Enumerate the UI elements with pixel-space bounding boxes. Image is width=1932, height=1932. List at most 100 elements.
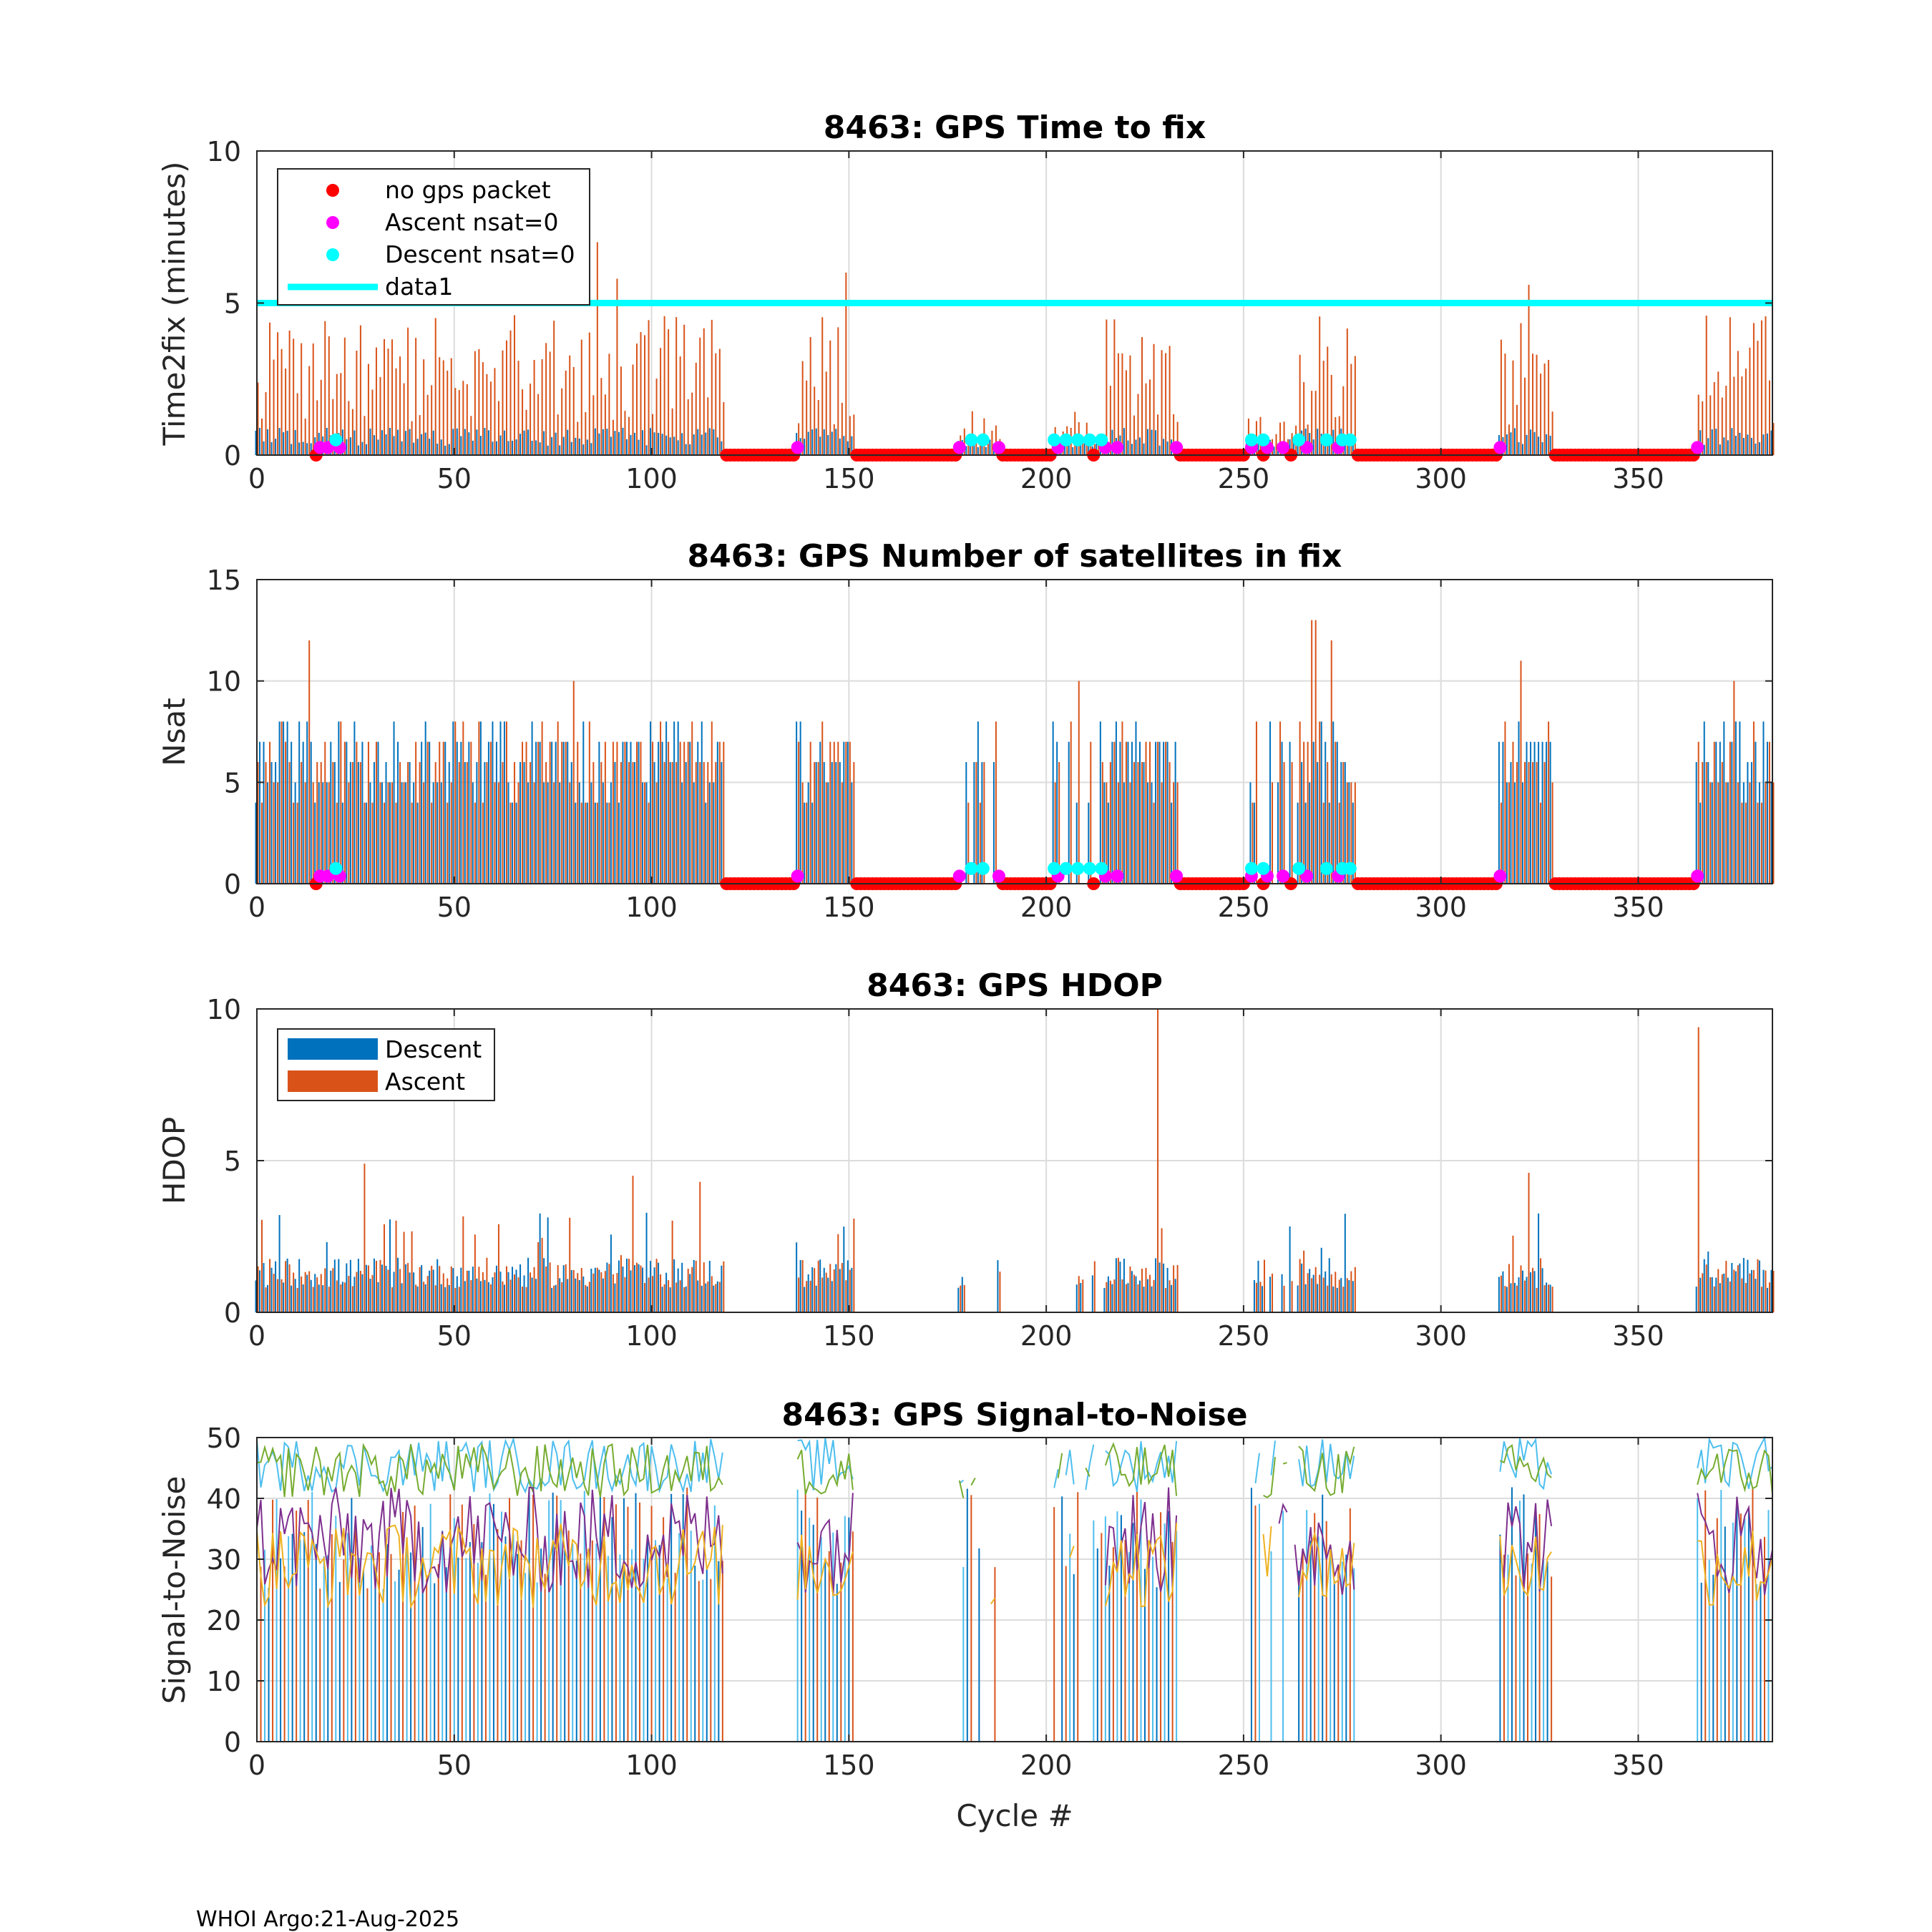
descent-bar — [507, 782, 509, 884]
ascent-bar — [293, 802, 295, 884]
descent-bar — [598, 1269, 600, 1312]
descent-bar — [1158, 1262, 1161, 1312]
ascent-bar — [450, 782, 452, 884]
snr-line-sat-1 — [1499, 1437, 1553, 1491]
snr-bar — [1519, 1501, 1521, 1742]
y-tick-label: 0 — [224, 1727, 241, 1758]
snr-bar — [1740, 1513, 1742, 1742]
descent-bar — [701, 721, 703, 884]
ascent-bar — [549, 741, 551, 884]
ascent-bar — [1335, 1272, 1337, 1312]
ascent-bar — [407, 762, 409, 884]
descent-bar — [397, 429, 399, 455]
descent-bar — [799, 1259, 801, 1312]
descent-bar — [424, 721, 426, 884]
descent-bar — [701, 434, 703, 455]
descent-bar — [839, 1269, 841, 1312]
snr-bar — [477, 1563, 479, 1742]
snr-bar — [410, 1552, 412, 1742]
ascent-bar — [588, 332, 590, 455]
descent-bar — [1123, 428, 1125, 455]
snr-bar — [595, 1543, 597, 1742]
ascent-bar — [833, 424, 835, 455]
snr-bar — [1322, 1494, 1324, 1742]
descent-bar — [1297, 445, 1299, 455]
snr-bar — [1148, 1549, 1150, 1742]
descent-bar — [492, 1277, 494, 1312]
descent-nsat0-marker — [1257, 433, 1270, 447]
descent-bar — [673, 721, 675, 884]
snr-line-sat-1 — [1270, 1440, 1276, 1475]
ascent-bar — [991, 430, 993, 455]
ascent-bar — [489, 1284, 492, 1312]
ascent-bar — [1263, 1259, 1265, 1312]
ascent-bar — [1765, 1270, 1767, 1312]
ascent-bar — [308, 640, 311, 884]
descent-bar — [1151, 429, 1153, 455]
snr-bar — [465, 1558, 467, 1742]
ascent-bar — [399, 1269, 401, 1312]
ascent-bar — [1500, 802, 1502, 884]
ascent-bar — [1157, 414, 1159, 455]
descent-bar — [448, 762, 450, 884]
descent-bar — [452, 1268, 454, 1312]
snr-bar — [970, 1495, 972, 1742]
ascent-bar — [1078, 1276, 1080, 1312]
ascent-bar — [509, 1279, 512, 1312]
legend-label-descent-nsat0: Descent nsat=0 — [385, 240, 575, 268]
descent-bar — [1739, 432, 1741, 455]
descent-bar — [1080, 441, 1082, 455]
snr-bar — [682, 1494, 684, 1742]
descent-bar — [1099, 721, 1101, 884]
ascent-bar — [1745, 1282, 1747, 1312]
ascent-bar — [687, 399, 689, 455]
snr-bar — [509, 1498, 510, 1742]
ascent-bar — [1532, 1267, 1534, 1312]
ascent-bar — [367, 741, 369, 884]
ascent-bar — [1516, 1285, 1518, 1312]
ascent-bar — [1125, 370, 1127, 455]
ascent-bar — [1733, 376, 1735, 455]
ascent-bar — [1311, 391, 1313, 455]
descent-bar — [1324, 1271, 1327, 1312]
descent-nsat0-marker — [976, 862, 990, 875]
ascent-bar — [691, 392, 693, 455]
legend-label-descent: Descent — [385, 1035, 482, 1063]
ascent-bar — [426, 1276, 429, 1312]
ascent-bar — [1524, 762, 1526, 884]
descent-bar — [353, 430, 356, 455]
ascent-bar — [502, 1281, 504, 1312]
ascent-bar — [616, 278, 618, 455]
ascent-bar — [497, 1224, 499, 1312]
ascent-bar — [320, 762, 322, 884]
ascent-bar — [1729, 741, 1731, 884]
descent-bar — [314, 1274, 316, 1312]
ascent-bar — [497, 782, 499, 884]
descent-bar — [681, 782, 683, 884]
ascent-bar — [1532, 762, 1534, 884]
descent-bar — [622, 427, 624, 455]
descent-bar — [681, 433, 683, 455]
ascent-bar — [265, 1287, 267, 1312]
descent-bar — [1770, 782, 1772, 884]
ascent-bar — [269, 741, 271, 884]
descent-bar — [1147, 1279, 1149, 1312]
descent-nsat0-marker — [1257, 862, 1270, 875]
snr-line-sat-1 — [1254, 1453, 1260, 1484]
ascent-bar — [379, 1259, 381, 1312]
descent-bar — [346, 741, 348, 884]
descent-bar — [1277, 782, 1279, 884]
ascent-bar — [1129, 1266, 1131, 1312]
ascent-bar — [407, 327, 409, 455]
snr-bar — [1140, 1499, 1142, 1742]
descent-bar — [539, 1213, 541, 1312]
descent-bar — [1135, 439, 1137, 455]
ascent-bar — [592, 395, 595, 455]
ascent-bar — [1350, 782, 1352, 884]
ascent-bar — [545, 762, 547, 884]
descent-bar — [432, 782, 434, 884]
snr-bar — [386, 1544, 389, 1742]
descent-bar — [634, 432, 635, 455]
ascent-bar — [486, 374, 488, 455]
snr-bar — [1093, 1520, 1095, 1742]
